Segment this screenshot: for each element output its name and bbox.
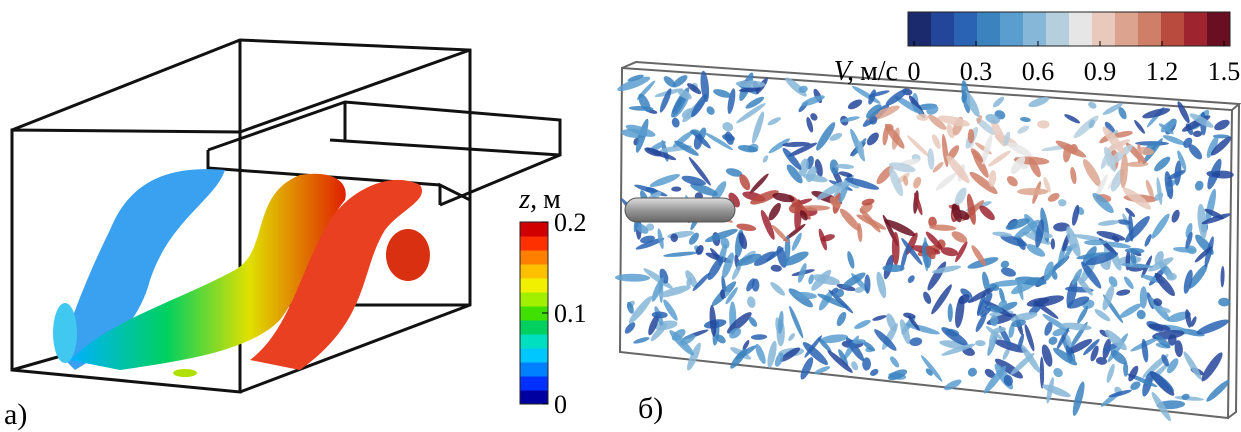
colorbar-swatch (1092, 12, 1116, 46)
colorbar-symbol: V, (834, 56, 855, 87)
vortex (948, 303, 953, 322)
colorbar-swatch (520, 390, 548, 405)
colorbar-swatch (1138, 12, 1162, 46)
panel-label: а) (4, 398, 27, 431)
panel-b-scene (615, 62, 1239, 423)
colorbar-unit: м/с (860, 56, 898, 87)
colorbar-title: z,м (518, 184, 561, 215)
colorbar-swatch (520, 348, 548, 363)
colorbar-swatch (1023, 12, 1047, 46)
colorbar-swatch (520, 292, 548, 307)
colorbar-title: V,м/с (834, 56, 898, 87)
colorbar-tick-label: 1.2 (1146, 57, 1179, 86)
colorbar-swatch (977, 12, 1001, 46)
colorbar-tick-label: 0.6 (1022, 57, 1055, 86)
colorbar-swatch (520, 264, 548, 279)
colorbar-tick-label: 0.3 (960, 57, 993, 86)
colorbar-symbol: z, (518, 184, 537, 215)
colorbar-tick-label: 0 (554, 390, 567, 419)
colorbar-swatch (1000, 12, 1024, 46)
colorbar-swatch (1115, 12, 1139, 46)
colorbar-swatch (931, 12, 955, 46)
colorbar-swatch (520, 376, 548, 391)
colorbar-swatch (520, 362, 548, 377)
nozzle (625, 198, 735, 222)
colorbar-swatch (520, 334, 548, 349)
vortex (1017, 188, 1048, 195)
colorbar-swatch (520, 222, 548, 237)
figure: 00.10.2z,м00.30.60.91.21.5V,м/с а) б) (0, 0, 1241, 432)
colorbar-tick-label: 0 (908, 57, 921, 86)
colorbar-unit: м (543, 184, 561, 215)
colorbar-swatch (1069, 12, 1093, 46)
colorbar-swatch (520, 278, 548, 293)
colorbar-swatch (1184, 12, 1208, 46)
colorbar-tick-label: 0.9 (1084, 57, 1117, 86)
panel-label: б) (638, 392, 663, 425)
colorbar-tick-label: 1.5 (1208, 57, 1241, 86)
colorbar-swatch (520, 320, 548, 335)
colorbar-tick-label: 0.1 (554, 299, 587, 328)
colorbar-swatch (1207, 12, 1231, 46)
colorbar-swatch (954, 12, 978, 46)
colorbar-swatch (908, 12, 932, 46)
vortex (752, 279, 760, 292)
colorbar-swatch (520, 236, 548, 251)
colorbar-swatch (1046, 12, 1070, 46)
colorbar-swatch (1161, 12, 1185, 46)
colorbar-swatch (520, 250, 548, 265)
